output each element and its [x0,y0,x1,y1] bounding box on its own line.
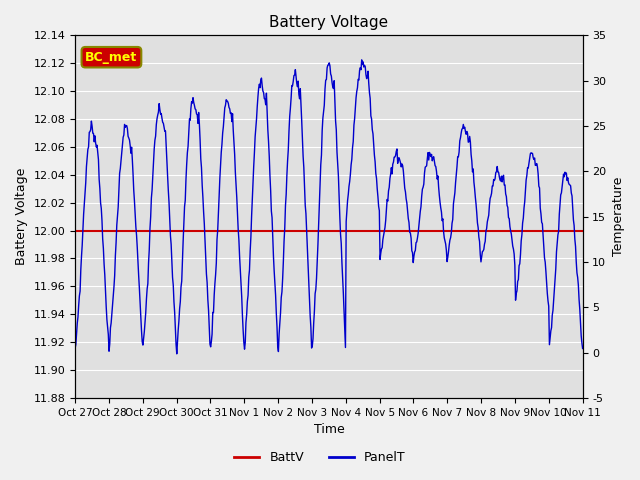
Y-axis label: Temperature: Temperature [612,177,625,256]
Legend: BattV, PanelT: BattV, PanelT [229,446,411,469]
Text: BC_met: BC_met [85,51,138,64]
X-axis label: Time: Time [314,423,344,436]
Y-axis label: Battery Voltage: Battery Voltage [15,168,28,265]
Title: Battery Voltage: Battery Voltage [269,15,388,30]
